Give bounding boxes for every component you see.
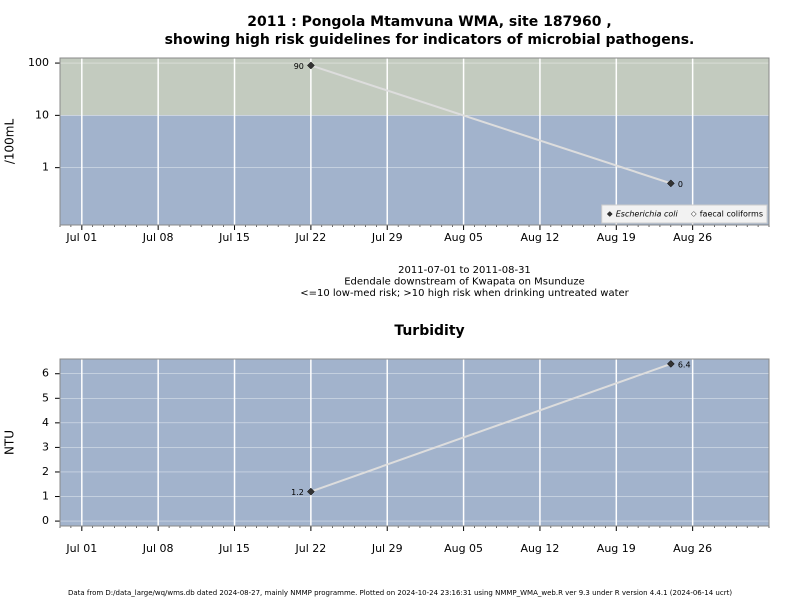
legend-label: Escherichia coli — [616, 210, 679, 219]
chart-title: 2011 : Pongola Mtamvuna WMA, site 187960… — [247, 14, 611, 30]
x-tick-label: Jul 22 — [294, 542, 326, 555]
x-tick-label: Aug 19 — [597, 231, 636, 244]
x-tick-label: Jul 22 — [294, 231, 326, 244]
y-tick-label: 5 — [42, 391, 49, 404]
high-risk-zone — [60, 58, 769, 116]
x-tick-label: Jul 01 — [65, 231, 97, 244]
data-point — [666, 179, 675, 188]
legend-marker — [606, 211, 613, 217]
data-label: 0 — [678, 180, 683, 189]
x-tick-label: Jul 01 — [65, 542, 97, 555]
x-tick-label: Aug 12 — [520, 542, 559, 555]
x-tick-label: Aug 26 — [673, 542, 712, 555]
y-tick-label: 1 — [42, 161, 49, 174]
legend-label: faecal coliforms — [700, 210, 763, 219]
x-tick-label: Jul 29 — [371, 542, 403, 555]
plot-frame — [59, 57, 770, 226]
y-tick-label: 3 — [42, 440, 49, 453]
chart-title: Turbidity — [394, 323, 464, 339]
y-tick-label: 100 — [28, 56, 49, 69]
note: 2011-07-01 to 2011-08-31 — [398, 265, 531, 276]
footer: Data from D:/data_large/wq/wms.db dated … — [68, 589, 732, 597]
note: Edendale downstream of Kwapata on Msundu… — [344, 277, 585, 288]
legend: Escherichia coli faecal coliforms — [606, 210, 763, 219]
plot-background — [60, 359, 769, 526]
data-label: 1.2 — [291, 488, 304, 497]
legend-marker — [690, 211, 697, 217]
x-tick-label: Aug 19 — [597, 542, 636, 555]
data-point — [307, 61, 315, 70]
data-label: 6.4 — [678, 360, 691, 369]
y-tick-label: 0 — [42, 514, 49, 527]
plot-frame — [59, 358, 770, 527]
note: <=10 low-med risk; >10 high risk when dr… — [300, 288, 629, 299]
y-tick-label: 1 — [42, 490, 49, 503]
y-tick-label: 6 — [42, 367, 49, 380]
x-tick-label: Jul 08 — [142, 231, 174, 244]
y-axis-label: NTU — [3, 430, 17, 455]
x-tick-label: Jul 15 — [218, 542, 250, 555]
y-tick-label: 10 — [35, 108, 49, 121]
x-tick-label: Aug 12 — [520, 231, 559, 244]
legend-box — [601, 204, 768, 224]
y-tick-label: 4 — [42, 416, 49, 429]
chart-subtitle: showing high risk guidelines for indicat… — [165, 32, 695, 48]
series-line — [310, 362, 672, 493]
x-tick-label: Jul 29 — [371, 231, 403, 244]
data-point — [666, 360, 675, 368]
series-line — [310, 64, 672, 185]
data-label: 90 — [294, 62, 304, 71]
x-tick-label: Aug 05 — [444, 231, 483, 244]
x-tick-label: Aug 05 — [444, 542, 483, 555]
x-tick-label: Jul 15 — [218, 231, 250, 244]
x-tick-label: Aug 26 — [673, 231, 712, 244]
data-point — [307, 487, 315, 496]
y-tick-label: 2 — [42, 465, 49, 478]
x-tick-label: Jul 08 — [142, 542, 174, 555]
y-axis-label: /100mL — [3, 119, 17, 165]
